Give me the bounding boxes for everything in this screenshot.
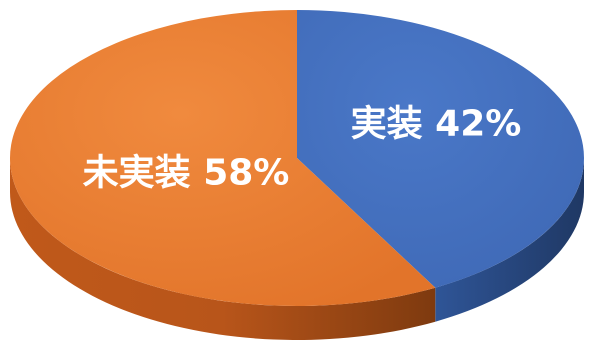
slice-label-not-implemented: 未実装 58% [83, 152, 290, 193]
slice-not-implemented [10, 10, 436, 306]
slice-label-implemented: 実装 42% [351, 104, 522, 145]
slice-implemented [297, 10, 585, 288]
slice-side-implemented [435, 158, 584, 322]
slice-side-not-implemented [10, 158, 436, 341]
